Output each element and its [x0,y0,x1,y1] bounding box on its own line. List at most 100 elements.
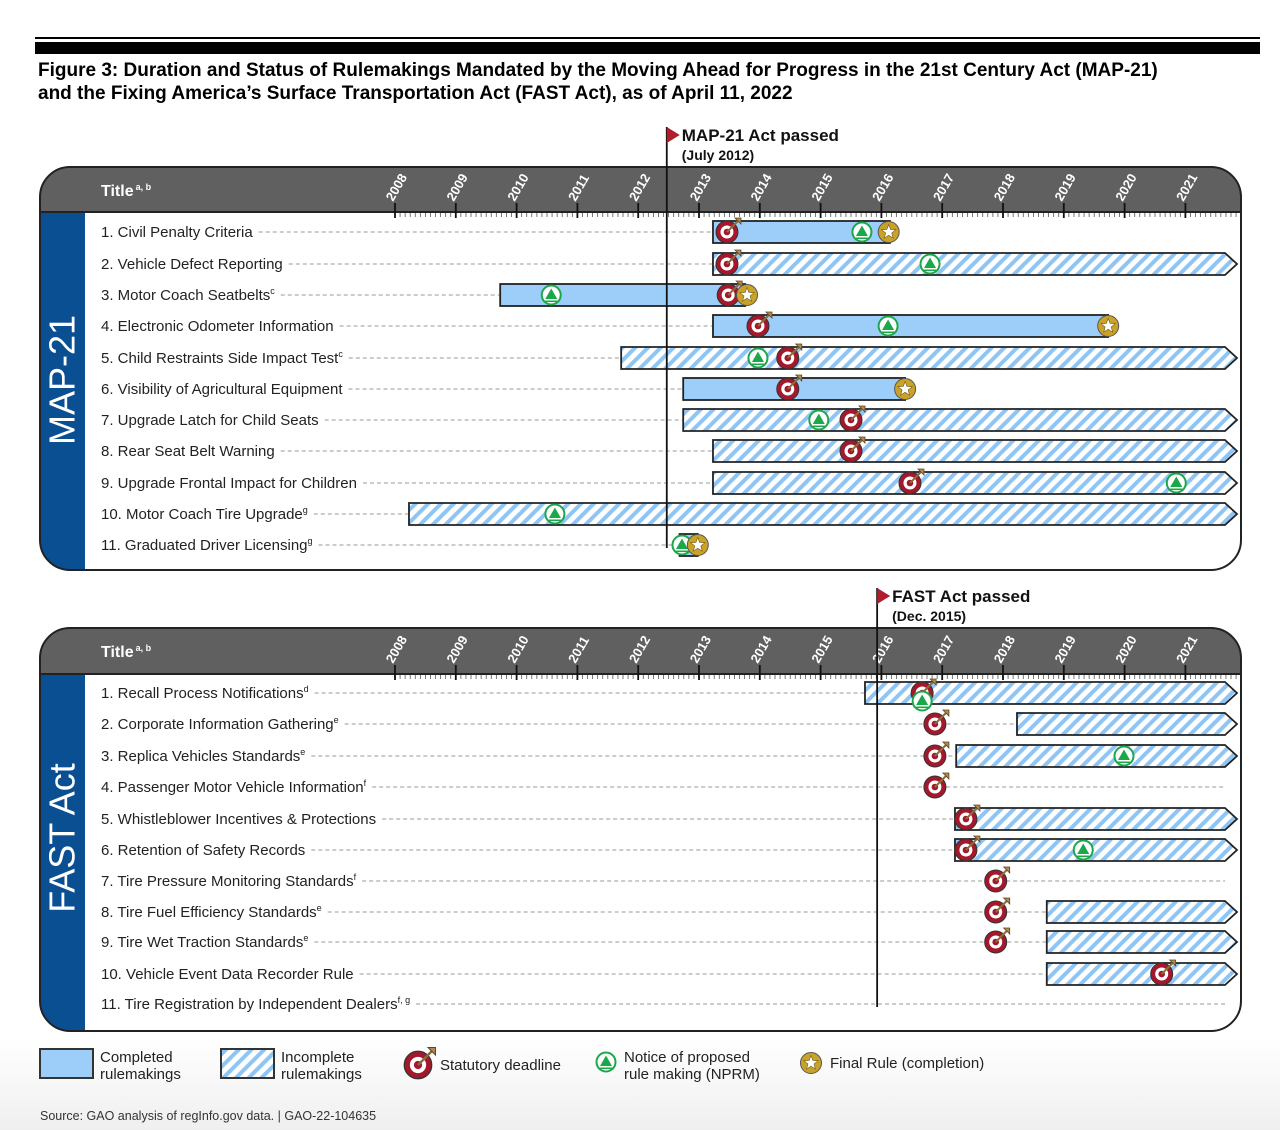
timeline-row: 8. Rear Seat Belt Warning [101,436,1239,463]
row-title: 1. Civil Penalty Criteria [101,224,253,241]
timeline-row: 5. Child Restraints Side Impact Testc [101,343,1239,370]
panel-header-bar [40,628,1241,674]
nprm-triangle-icon [919,253,941,275]
target-deadline-icon [898,468,925,495]
row-footnote: e [303,933,308,943]
timeline-row: 6. Retention of Safety Records [101,835,1239,862]
row-title: 3. Replica Vehicles Standards [101,748,300,765]
nprm-triangle-icon [747,347,769,369]
row-footnote: f [364,778,367,788]
section-label: FAST Act [42,763,83,912]
row-label: 8. Tire Fuel Efficiency Standardse [101,903,322,921]
nprm-triangle-icon [595,1051,617,1073]
nprm-triangle-icon [851,221,873,243]
nprm-triangle-icon [1072,839,1094,861]
flag-icon [877,588,891,604]
row-label: 3. Motor Coach Seatbeltsc [101,286,275,304]
row-label: 2. Corporate Information Gatheringe [101,715,339,733]
final-rule-star-icon [1097,315,1120,337]
target-deadline-icon [923,709,950,736]
column-header-footnote: a, b [136,643,152,653]
row-label: 7. Tire Pressure Monitoring Standardsf [101,872,357,890]
final-rule-star-icon [877,221,900,243]
legend-nprm-line1: Notice of proposed [624,1049,750,1066]
timeline-row: 10. Vehicle Event Data Recorder Rule [101,959,1239,986]
column-header-title: Title a, b [101,643,152,661]
row-title: 4. Electronic Odometer Information [101,318,334,335]
target-deadline-icon [984,897,1011,924]
target-deadline-icon [715,249,742,276]
row-label: 10. Vehicle Event Data Recorder Rule [101,966,354,983]
incomplete-bar [712,471,1239,495]
row-title: 11. Tire Registration by Independent Dea… [101,996,398,1013]
incomplete-bar [620,346,1239,370]
row-title: 7. Tire Pressure Monitoring Standards [101,873,354,890]
incomplete-bar [1045,930,1239,954]
row-title: 5. Whistleblower Incentives & Protection… [101,811,376,828]
row-label: 3. Replica Vehicles Standardse [101,747,305,765]
legend-completed-line1: Completed [100,1049,173,1066]
timeline-row: 6. Visibility of Agricultural Equipment [101,374,917,401]
nprm-triangle-icon [540,284,562,306]
incomplete-bar [955,744,1239,768]
nprm-triangle-icon [911,690,933,712]
row-title: 9. Tire Wet Traction Standards [101,934,303,951]
row-label: 4. Electronic Odometer Information [101,318,334,335]
footer-background [0,1040,1280,1130]
target-deadline-icon [716,280,743,307]
row-label: 1. Civil Penalty Criteria [101,224,253,241]
timeline-row: 3. Motor Coach Seatbeltsc [101,280,759,307]
row-label: 7. Upgrade Latch for Child Seats [101,412,319,429]
row-footnote: f [354,872,357,882]
row-title: 6. Visibility of Agricultural Equipment [101,381,343,398]
timeline-row: 2. Corporate Information Gatheringe [101,709,1239,736]
figure-title-line1: Figure 3: Duration and Status of Rulemak… [38,60,1158,81]
row-footnote: e [300,747,305,757]
nprm-triangle-icon [595,1051,617,1073]
incomplete-bar [1045,962,1239,986]
row-label: 4. Passenger Motor Vehicle Informationf [101,778,367,796]
row-label: 9. Upgrade Frontal Impact for Children [101,475,357,492]
section-side-bar [40,674,85,1031]
event-marker: FAST Act passed (Dec. 2015) [876,587,1030,1007]
row-label: 8. Rear Seat Belt Warning [101,443,275,460]
section-side-bar [40,212,85,570]
timeline-row: 7. Upgrade Latch for Child Seats [101,405,1239,432]
target-deadline-icon [923,772,950,799]
row-title: 4. Passenger Motor Vehicle Information [101,779,364,796]
legend: Completed rulemakings Incomplete rulemak… [39,1047,984,1083]
row-footnote: e [334,715,339,725]
legend-completed-line2: rulemakings [100,1066,181,1083]
timeline-row: 3. Replica Vehicles Standardse [101,741,1239,768]
incomplete-bar [712,252,1239,276]
column-header-footnote: a, b [136,182,152,192]
event-marker: MAP-21 Act passed (July 2012) [665,126,839,548]
final-rule-star-icon [894,378,917,400]
nprm-triangle-icon [544,503,566,525]
target-deadline-icon [839,405,866,432]
row-title: 7. Upgrade Latch for Child Seats [101,412,319,429]
nprm-triangle-icon [877,315,899,337]
legend-completed-swatch [39,1048,94,1079]
row-label: 6. Retention of Safety Records [101,842,305,859]
figure-title-line2: and the Fixing America’s Surface Transpo… [38,83,793,104]
event-label: FAST Act passed [892,587,1030,606]
row-title: 2. Corporate Information Gathering [101,716,334,733]
row-title: 2. Vehicle Defect Reporting [101,256,283,273]
row-title: 6. Retention of Safety Records [101,842,305,859]
row-title: 11. Graduated Driver Licensing [101,537,308,554]
row-title: 10. Motor Coach Tire Upgrade [101,506,303,523]
timeline-row: 10. Motor Coach Tire Upgradeg [101,502,1239,526]
final-rule-star-icon [686,534,709,556]
incomplete-bar [712,439,1239,463]
top-thick-rule [35,42,1260,54]
column-header-title-text: Title [101,183,134,200]
row-title: 5. Child Restraints Side Impact Test [101,350,339,367]
legend-incomplete-line2: rulemakings [281,1066,362,1083]
target-deadline-icon [715,217,742,244]
legend-nprm-line2: rule making (NPRM) [624,1066,760,1083]
target-deadline-icon [923,741,950,768]
column-header-title: Title a, b [101,182,152,200]
